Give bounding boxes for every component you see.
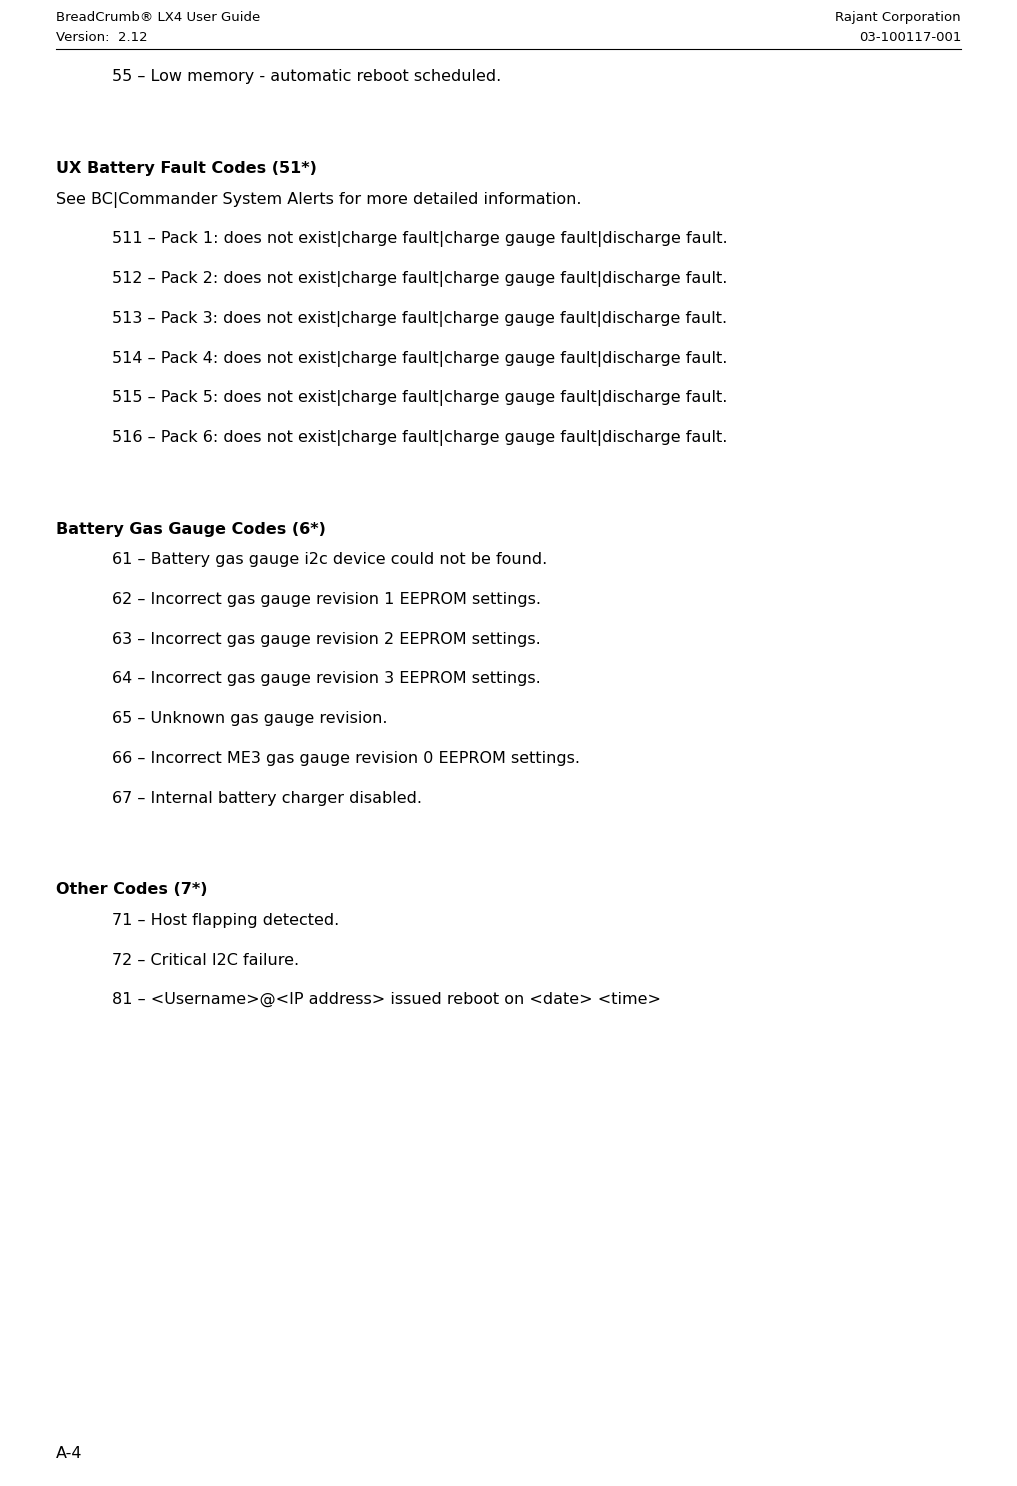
Text: 65 – Unknown gas gauge revision.: 65 – Unknown gas gauge revision.: [112, 712, 387, 727]
Text: 81 – <Username>@<IP address> issued reboot on <date> <time>: 81 – <Username>@<IP address> issued rebo…: [112, 993, 661, 1008]
Text: 64 – Incorrect gas gauge revision 3 EEPROM settings.: 64 – Incorrect gas gauge revision 3 EEPR…: [112, 672, 541, 687]
Text: 72 – Critical I2C failure.: 72 – Critical I2C failure.: [112, 953, 299, 967]
Text: 62 – Incorrect gas gauge revision 1 EEPROM settings.: 62 – Incorrect gas gauge revision 1 EEPR…: [112, 591, 541, 606]
Text: Version:  2.12: Version: 2.12: [56, 31, 147, 43]
Text: Other Codes (7*): Other Codes (7*): [56, 883, 207, 898]
Text: A-4: A-4: [56, 1446, 82, 1461]
Text: 515 – Pack 5: does not exist|charge fault|charge gauge fault|discharge fault.: 515 – Pack 5: does not exist|charge faul…: [112, 391, 727, 406]
Text: 55 – Low memory - automatic reboot scheduled.: 55 – Low memory - automatic reboot sched…: [112, 70, 501, 85]
Text: UX Battery Fault Codes (51*): UX Battery Fault Codes (51*): [56, 160, 317, 177]
Text: See BC|Commander System Alerts for more detailed information.: See BC|Commander System Alerts for more …: [56, 192, 582, 208]
Text: 03-100117-001: 03-100117-001: [858, 31, 961, 43]
Text: 511 – Pack 1: does not exist|charge fault|charge gauge fault|discharge fault.: 511 – Pack 1: does not exist|charge faul…: [112, 232, 727, 247]
Text: 513 – Pack 3: does not exist|charge fault|charge gauge fault|discharge fault.: 513 – Pack 3: does not exist|charge faul…: [112, 311, 727, 327]
Text: BreadCrumb® LX4 User Guide: BreadCrumb® LX4 User Guide: [56, 10, 260, 24]
Text: Rajant Corporation: Rajant Corporation: [835, 10, 961, 24]
Text: Battery Gas Gauge Codes (6*): Battery Gas Gauge Codes (6*): [56, 522, 325, 536]
Text: 61 – Battery gas gauge i2c device could not be found.: 61 – Battery gas gauge i2c device could …: [112, 553, 547, 568]
Text: 63 – Incorrect gas gauge revision 2 EEPROM settings.: 63 – Incorrect gas gauge revision 2 EEPR…: [112, 632, 541, 646]
Text: 66 – Incorrect ME3 gas gauge revision 0 EEPROM settings.: 66 – Incorrect ME3 gas gauge revision 0 …: [112, 750, 580, 765]
Text: 71 – Host flapping detected.: 71 – Host flapping detected.: [112, 912, 339, 927]
Text: 512 – Pack 2: does not exist|charge fault|charge gauge fault|discharge fault.: 512 – Pack 2: does not exist|charge faul…: [112, 270, 727, 287]
Text: 516 – Pack 6: does not exist|charge fault|charge gauge fault|discharge fault.: 516 – Pack 6: does not exist|charge faul…: [112, 429, 727, 446]
Text: 514 – Pack 4: does not exist|charge fault|charge gauge fault|discharge fault.: 514 – Pack 4: does not exist|charge faul…: [112, 351, 727, 367]
Text: 67 – Internal battery charger disabled.: 67 – Internal battery charger disabled.: [112, 791, 422, 805]
